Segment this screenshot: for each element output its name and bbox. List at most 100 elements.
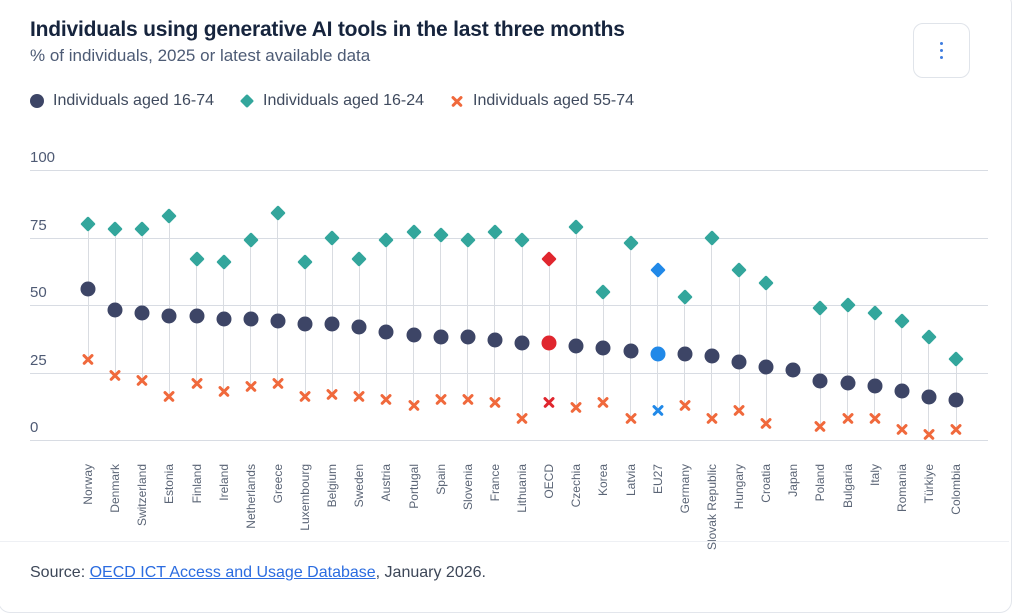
marker-aged-16-24[interactable] (893, 313, 910, 329)
marker-aged-16-74[interactable] (677, 346, 693, 362)
marker-aged-16-24[interactable] (378, 232, 395, 248)
marker-aged-16-74[interactable] (297, 316, 313, 332)
marker-aged-16-24[interactable] (514, 232, 530, 248)
marker-aged-55-74[interactable] (379, 393, 393, 407)
marker-aged-16-24[interactable] (80, 216, 96, 232)
marker-aged-55-74[interactable] (596, 395, 610, 409)
marker-aged-16-74[interactable] (216, 311, 232, 326)
marker-aged-16-74[interactable] (840, 375, 855, 391)
marker-aged-16-24[interactable] (649, 262, 666, 278)
marker-aged-55-74[interactable] (949, 422, 963, 436)
marker-aged-16-24[interactable] (595, 283, 612, 300)
marker-aged-16-74[interactable] (948, 392, 964, 407)
kebab-menu-button[interactable] (913, 23, 970, 78)
marker-aged-55-74[interactable] (81, 352, 95, 366)
marker-aged-55-74[interactable] (542, 395, 556, 409)
marker-aged-16-24[interactable] (161, 208, 178, 224)
marker-aged-16-74[interactable] (541, 335, 557, 351)
marker-aged-16-74[interactable] (351, 319, 367, 335)
marker-aged-55-74[interactable] (352, 390, 366, 404)
marker-aged-16-24[interactable] (541, 251, 557, 267)
marker-aged-16-74[interactable] (189, 308, 204, 324)
marker-aged-55-74[interactable] (271, 376, 285, 390)
marker-aged-16-24[interactable] (948, 351, 964, 367)
marker-aged-55-74[interactable] (841, 411, 855, 425)
marker-aged-16-24[interactable] (188, 251, 205, 267)
marker-aged-16-74[interactable] (80, 281, 96, 297)
marker-aged-16-74[interactable] (568, 338, 584, 353)
marker-aged-16-74[interactable] (921, 389, 937, 405)
marker-aged-55-74[interactable] (759, 417, 773, 431)
marker-aged-55-74[interactable] (488, 395, 502, 409)
marker-aged-16-74[interactable] (460, 329, 476, 345)
marker-aged-55-74[interactable] (325, 387, 339, 401)
marker-aged-16-24[interactable] (568, 218, 585, 235)
marker-aged-55-74[interactable] (569, 401, 583, 415)
marker-aged-16-74[interactable] (595, 340, 611, 356)
marker-aged-16-24[interactable] (107, 221, 123, 238)
marker-aged-16-74[interactable] (243, 311, 259, 326)
marker-aged-55-74[interactable] (732, 403, 746, 417)
marker-aged-16-24[interactable] (839, 297, 856, 313)
marker-aged-55-74[interactable] (434, 393, 448, 407)
marker-aged-16-74[interactable] (758, 359, 774, 375)
marker-aged-16-24[interactable] (921, 329, 937, 346)
marker-aged-55-74[interactable] (407, 398, 421, 412)
marker-aged-16-74[interactable] (785, 362, 801, 378)
marker-aged-55-74[interactable] (922, 428, 936, 442)
legend-item[interactable]: Individuals aged 16-74 (30, 92, 214, 110)
marker-aged-16-24[interactable] (676, 289, 693, 305)
marker-aged-16-74[interactable] (487, 332, 503, 348)
marker-aged-16-24[interactable] (459, 232, 476, 248)
marker-aged-16-74[interactable] (867, 378, 883, 394)
marker-aged-16-74[interactable] (704, 348, 720, 364)
marker-aged-55-74[interactable] (813, 420, 827, 434)
marker-aged-16-74[interactable] (378, 324, 394, 340)
marker-aged-16-24[interactable] (758, 275, 774, 292)
marker-aged-55-74[interactable] (461, 393, 475, 407)
marker-aged-55-74[interactable] (624, 411, 638, 425)
marker-aged-16-74[interactable] (161, 308, 177, 324)
marker-aged-16-74[interactable] (812, 373, 828, 389)
marker-aged-16-74[interactable] (433, 329, 449, 345)
marker-aged-55-74[interactable] (108, 368, 122, 382)
marker-aged-16-24[interactable] (270, 205, 286, 221)
marker-aged-16-74[interactable] (731, 354, 747, 370)
marker-aged-16-24[interactable] (351, 251, 368, 267)
source-link[interactable]: OECD ICT Access and Usage Database (89, 564, 376, 581)
marker-aged-16-74[interactable] (894, 383, 910, 399)
marker-aged-16-24[interactable] (866, 305, 883, 321)
marker-aged-16-24[interactable] (297, 254, 313, 270)
marker-aged-55-74[interactable] (895, 422, 909, 436)
marker-aged-16-74[interactable] (134, 305, 150, 321)
marker-aged-55-74[interactable] (190, 376, 204, 390)
marker-aged-55-74[interactable] (162, 390, 176, 404)
marker-aged-16-24[interactable] (215, 254, 232, 270)
marker-aged-55-74[interactable] (217, 384, 231, 398)
marker-aged-16-24[interactable] (704, 229, 720, 246)
marker-aged-16-24[interactable] (134, 221, 151, 238)
marker-aged-16-24[interactable] (731, 262, 747, 278)
x-axis-label-text: Denmark (108, 464, 123, 513)
marker-aged-16-74[interactable] (406, 327, 421, 343)
marker-aged-55-74[interactable] (705, 411, 719, 425)
marker-aged-16-74[interactable] (514, 335, 530, 351)
marker-aged-16-24[interactable] (432, 227, 449, 243)
marker-aged-55-74[interactable] (298, 390, 312, 404)
marker-aged-16-74[interactable] (324, 316, 340, 332)
legend-item[interactable]: Individuals aged 16-24 (239, 92, 424, 110)
marker-aged-16-74[interactable] (623, 343, 638, 359)
marker-aged-55-74[interactable] (135, 374, 149, 388)
marker-aged-55-74[interactable] (244, 379, 258, 393)
legend-item[interactable]: Individuals aged 55-74 (450, 92, 634, 110)
marker-aged-16-74[interactable] (107, 302, 123, 318)
marker-aged-16-74[interactable] (270, 313, 286, 329)
marker-aged-16-74[interactable] (650, 346, 666, 362)
marker-aged-16-24[interactable] (324, 229, 340, 246)
marker-aged-16-24[interactable] (812, 299, 829, 316)
marker-aged-55-74[interactable] (678, 398, 692, 412)
marker-aged-55-74[interactable] (651, 403, 665, 417)
marker-aged-16-24[interactable] (242, 232, 259, 248)
marker-aged-55-74[interactable] (868, 411, 882, 425)
marker-aged-55-74[interactable] (515, 411, 529, 425)
